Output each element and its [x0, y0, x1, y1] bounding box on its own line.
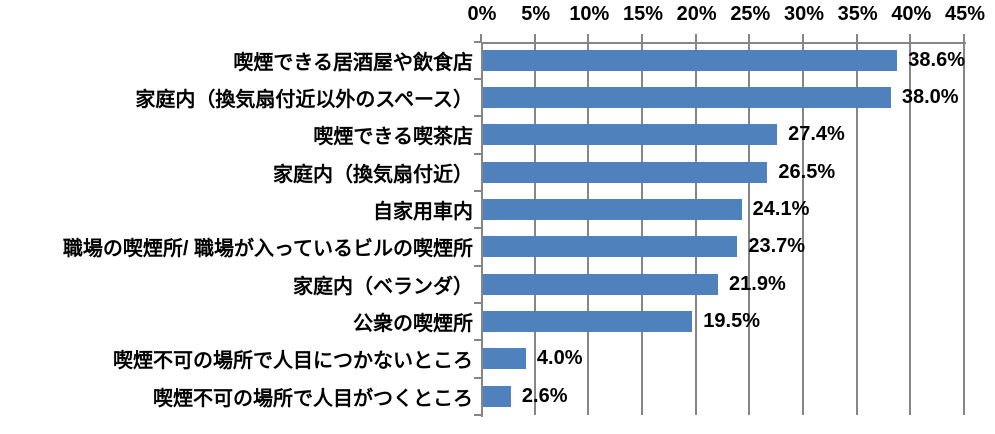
bar	[483, 87, 891, 109]
category-label: 喫煙不可の場所で人目がつくところ	[153, 387, 473, 410]
gridline	[587, 41, 590, 415]
category-label: 家庭内（ベランダ）	[293, 275, 473, 298]
x-axis-tick-label: 5%	[521, 3, 551, 25]
x-axis-tick-mark	[963, 33, 965, 42]
y-axis-tick-mark	[474, 115, 481, 118]
x-axis-tick-mark	[855, 33, 858, 42]
x-axis-tick-mark	[748, 33, 751, 42]
bar-value-label: 38.0%	[901, 86, 959, 109]
gridline	[963, 41, 965, 415]
bar-value-label: 26.5%	[778, 160, 836, 183]
bar-value-label: 19.5%	[703, 310, 761, 333]
bar-value-label: 27.4%	[788, 123, 845, 146]
category-label: 公衆の喫煙所	[353, 313, 473, 336]
bar-value-label: 24.1%	[752, 198, 810, 221]
x-axis-tick-label: 10%	[569, 3, 610, 25]
bar-value-label: 2.6%	[521, 384, 568, 407]
x-axis-tick-label: 40%	[891, 3, 932, 25]
x-axis-tick-label: 25%	[730, 3, 771, 25]
bar-value-label: 4.0%	[536, 347, 583, 370]
x-axis-tick-mark	[533, 33, 536, 42]
bar-value-label: 21.9%	[729, 272, 786, 295]
x-axis-tick-label: 0%	[467, 3, 497, 25]
bar-value-label: 23.7%	[748, 235, 806, 258]
gridline	[533, 41, 536, 415]
x-axis-tick-mark	[480, 33, 482, 42]
y-axis-tick-mark	[474, 40, 481, 43]
gridline	[694, 41, 697, 415]
bar	[483, 161, 768, 183]
bar	[483, 124, 778, 146]
x-axis-tick-label: 15%	[622, 3, 664, 25]
y-axis-tick-mark	[474, 264, 481, 267]
category-label: 自家用車内	[373, 201, 473, 224]
bar-value-label: 38.6%	[908, 48, 966, 71]
x-axis-tick-label: 35%	[837, 3, 878, 25]
bar	[483, 236, 738, 258]
y-axis-tick-mark	[474, 227, 481, 230]
y-axis-tick-mark	[474, 301, 481, 304]
bar	[483, 273, 719, 295]
y-axis-tick-mark	[474, 189, 481, 192]
bar	[483, 348, 526, 370]
bar	[483, 49, 898, 71]
y-axis-tick-mark	[474, 152, 481, 155]
x-axis-tick-mark	[694, 33, 697, 42]
category-label: 家庭内（換気扇付近）	[273, 163, 473, 186]
gridline	[748, 41, 751, 415]
x-axis-line	[481, 41, 966, 44]
x-axis-tick-label: 30%	[783, 3, 825, 25]
x-axis-tick-mark	[641, 33, 643, 42]
bar	[483, 199, 742, 221]
category-label: 職場の喫煙所/ 職場が入っているビルの喫煙所	[62, 238, 473, 261]
x-axis-tick-label: 45%	[944, 3, 986, 25]
y-axis-tick-mark	[474, 339, 481, 342]
gridline	[641, 41, 643, 415]
y-axis-tick-mark	[474, 77, 481, 80]
bar	[483, 385, 511, 407]
x-axis-tick-label: 20%	[676, 3, 717, 25]
gridline	[855, 41, 858, 415]
category-label: 家庭内（換気扇付近以外のスペース）	[135, 89, 473, 112]
category-label: 喫煙不可の場所で人目につかないところ	[113, 350, 473, 373]
bar	[483, 311, 693, 333]
x-axis-tick-mark	[802, 33, 804, 42]
gridline	[909, 41, 912, 415]
category-label: 喫煙できる居酒屋や飲食店	[233, 51, 473, 74]
y-axis-line	[481, 41, 483, 417]
gridline	[802, 41, 804, 415]
y-axis-tick-mark	[474, 376, 481, 379]
x-axis-tick-mark	[587, 33, 590, 42]
x-axis-tick-mark	[909, 33, 912, 42]
y-axis-tick-mark	[474, 414, 481, 416]
category-label: 喫煙できる喫茶店	[313, 126, 473, 149]
